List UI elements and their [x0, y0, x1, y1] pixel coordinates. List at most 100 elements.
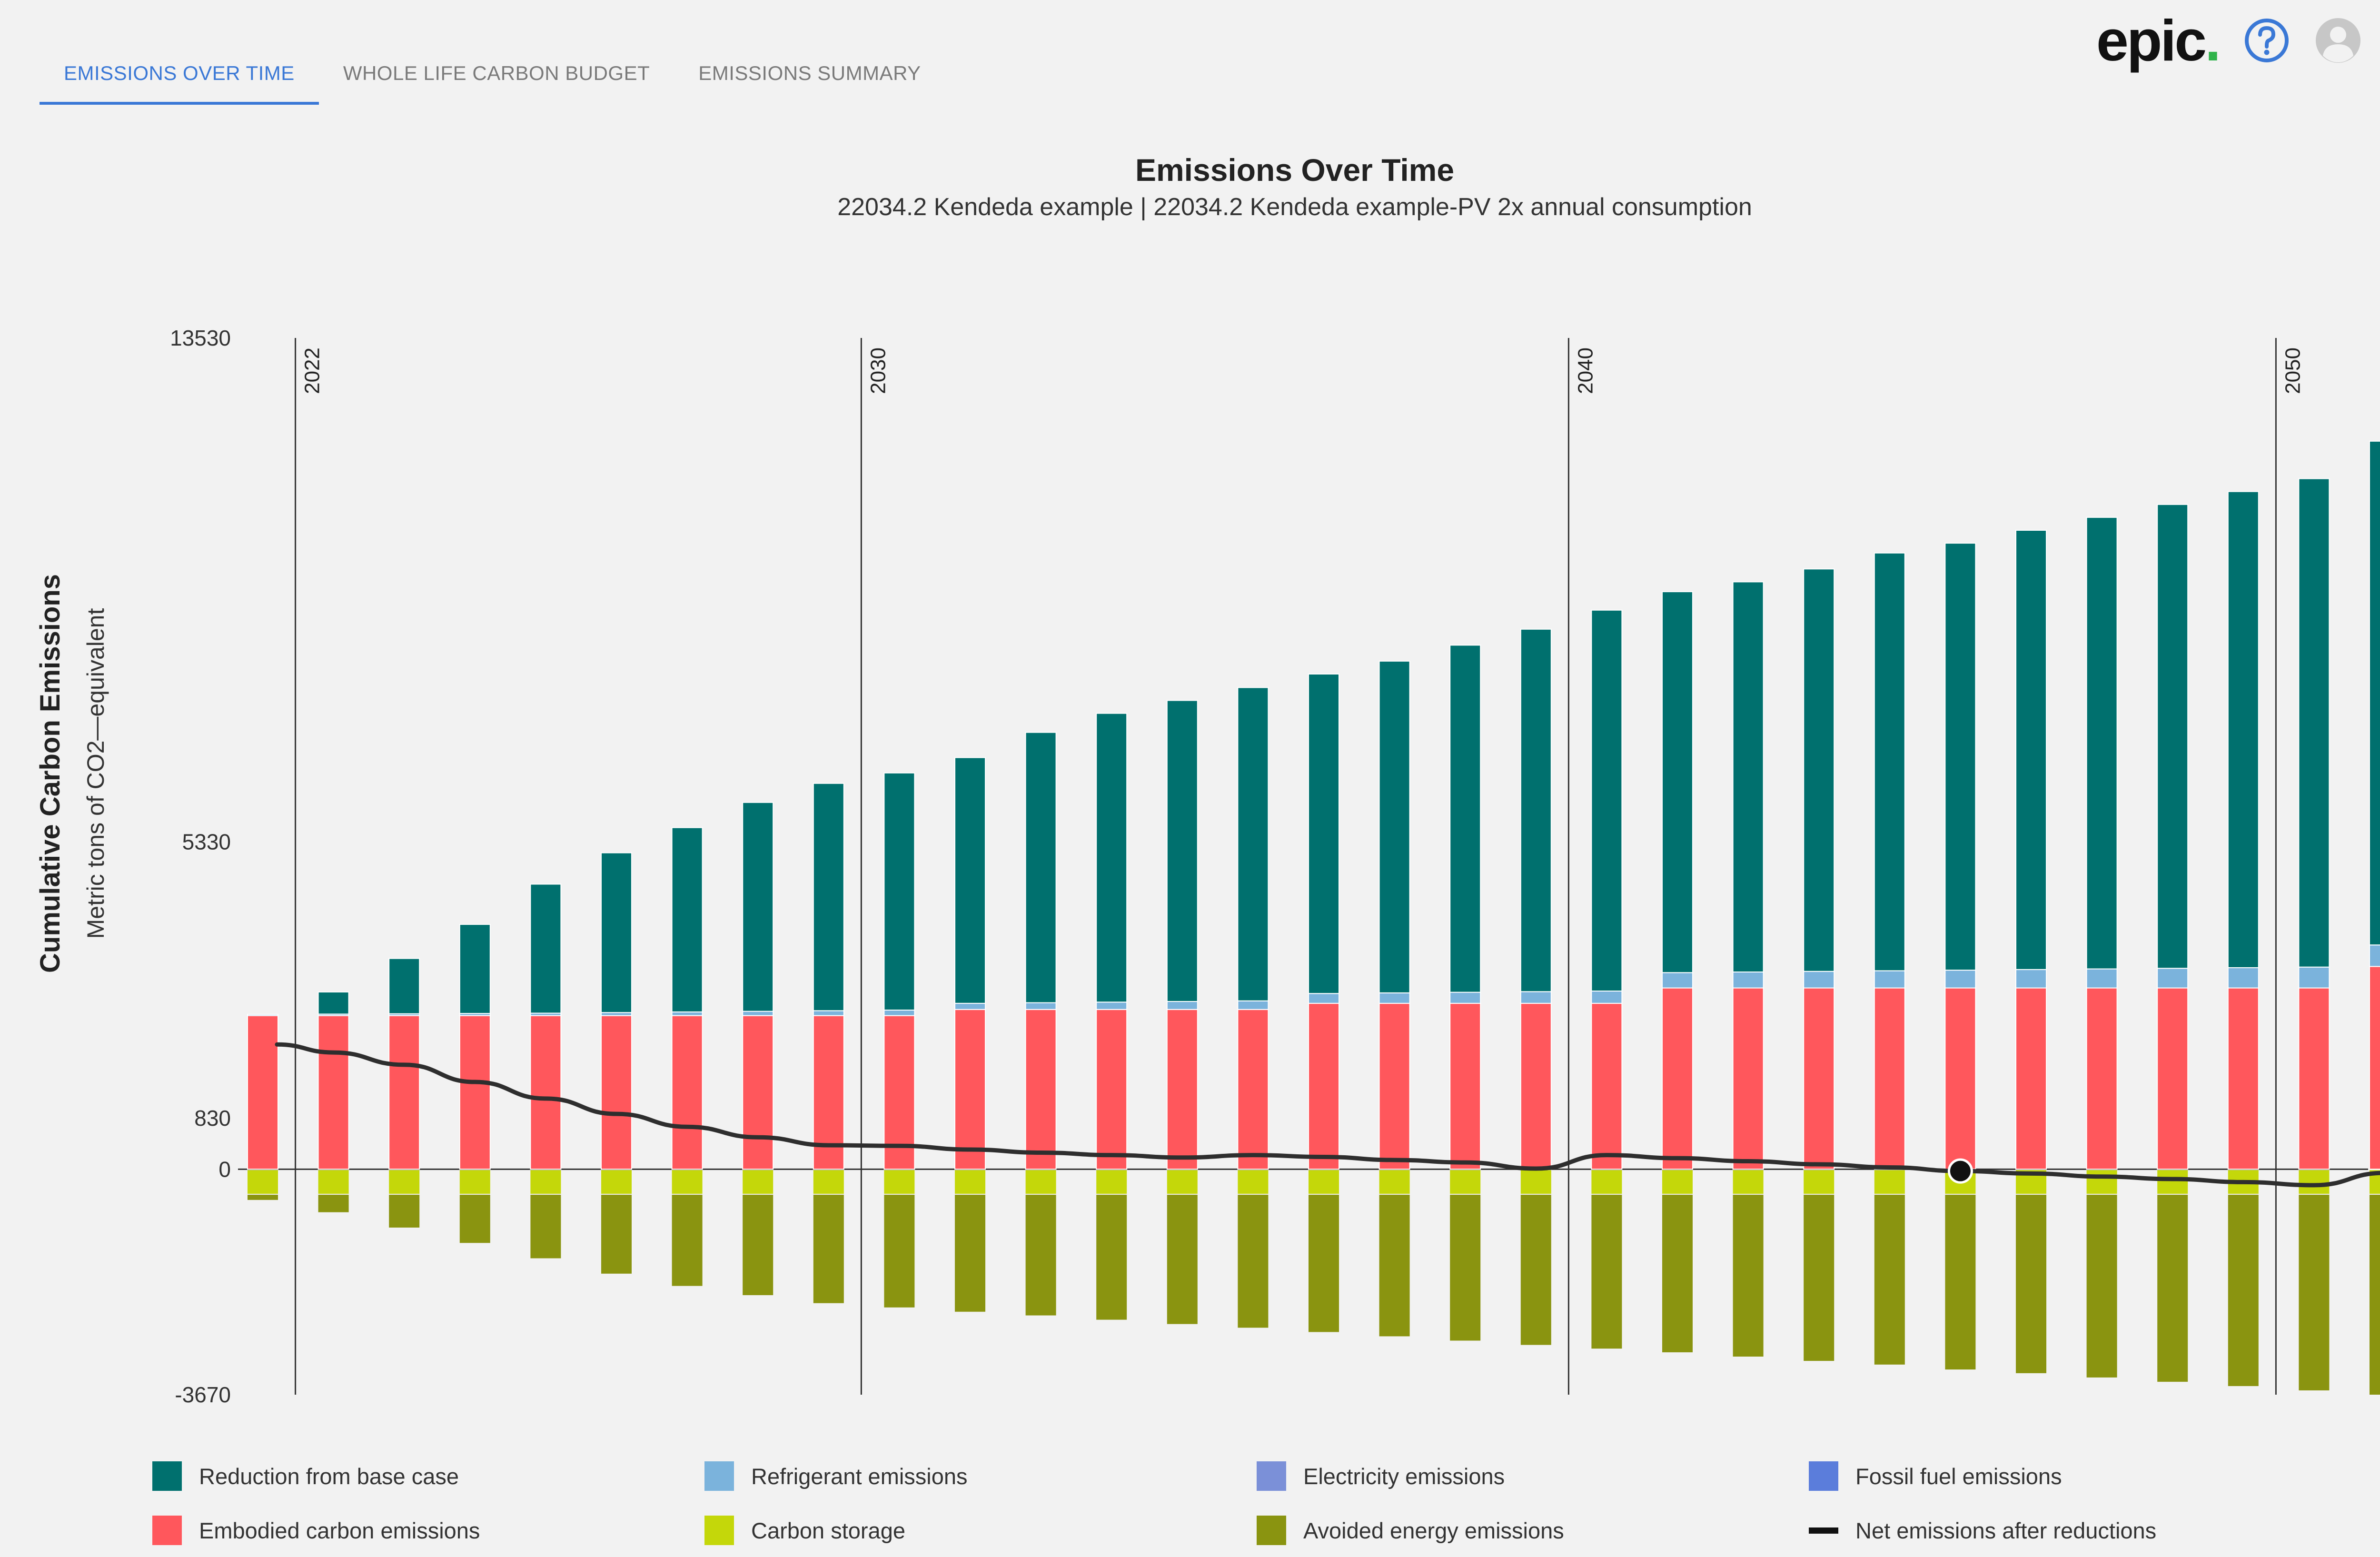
bar-avoided — [1591, 1194, 1622, 1349]
y-tick-label: 830 — [194, 1106, 231, 1131]
bar-embodied — [530, 1015, 562, 1170]
bar-avoided — [955, 1194, 985, 1312]
bar-avoided — [743, 1194, 774, 1295]
bar-storage — [1309, 1170, 1339, 1194]
bar-refrigerant — [883, 1010, 915, 1016]
bar-storage — [1520, 1170, 1551, 1194]
bar-reduction — [1662, 591, 1693, 973]
y-axis-label: Cumulative Carbon Emissions — [35, 574, 66, 973]
legend-label: Net emissions after reductions — [1855, 1517, 2157, 1543]
bar-storage — [1167, 1170, 1198, 1194]
bar-embodied — [2227, 987, 2259, 1170]
bar-storage — [1591, 1170, 1622, 1194]
bar-reduction — [530, 883, 562, 1014]
bar-reduction — [1520, 628, 1552, 992]
bar-embodied — [2157, 987, 2189, 1170]
bar-storage — [672, 1170, 703, 1194]
bar-refrigerant — [247, 1014, 278, 1016]
bar-reduction — [2157, 504, 2189, 969]
bar-storage — [2086, 1170, 2117, 1194]
legend-item-embodied[interactable]: Embodied carbon emissions — [152, 1516, 704, 1545]
legend-item-fossil[interactable]: Fossil fuel emissions — [1809, 1461, 2361, 1491]
tab-emissions-over-time[interactable]: EMISSIONS OVER TIME — [40, 55, 319, 105]
y-tick-label: -3670 — [175, 1382, 231, 1407]
bar-embodied — [1591, 1002, 1623, 1170]
year-marker-label: 2030 — [866, 347, 890, 394]
legend-label: Refrigerant emissions — [751, 1463, 968, 1489]
bar-reduction — [1237, 687, 1269, 1002]
bar-storage — [743, 1170, 774, 1194]
net-emissions-line-group — [275, 1042, 2380, 1188]
bar-storage — [2370, 1170, 2380, 1194]
bar-storage — [389, 1170, 420, 1194]
legend-label: Embodied carbon emissions — [199, 1517, 480, 1543]
bar-reduction — [2227, 491, 2259, 968]
chart-title: Emissions Over Time — [1135, 152, 1454, 188]
bar-avoided — [1238, 1194, 1269, 1328]
user-avatar-icon[interactable] — [2314, 17, 2362, 64]
bar-embodied — [2298, 987, 2330, 1170]
bar-avoided — [813, 1194, 844, 1303]
bar-avoided — [1945, 1194, 1976, 1370]
bar-reduction — [813, 783, 844, 1012]
bar-refrigerant — [2369, 944, 2380, 967]
bar-embodied — [601, 1015, 632, 1170]
legend-swatch — [1257, 1516, 1286, 1545]
bar-avoided — [1520, 1194, 1551, 1345]
bar-refrigerant — [1944, 970, 1976, 989]
bar-refrigerant — [1732, 972, 1764, 989]
bar-reduction — [954, 757, 986, 1004]
bar-avoided — [2299, 1194, 2330, 1390]
legend-label: Carbon storage — [751, 1517, 905, 1543]
bar-refrigerant — [1025, 1002, 1057, 1010]
bar-embodied — [1662, 987, 1693, 1170]
bar-embodied — [2086, 987, 2118, 1170]
bar-avoided — [2016, 1194, 2046, 1373]
legend-item-net_line[interactable]: Net emissions after reductions — [1809, 1516, 2361, 1545]
bar-refrigerant — [1803, 971, 1835, 989]
y-tick-label: 0 — [218, 1157, 231, 1181]
tab-emissions-summary[interactable]: EMISSIONS SUMMARY — [698, 62, 921, 84]
bar-reduction — [2015, 529, 2047, 970]
bar-embodied — [1874, 987, 1905, 1170]
bar-embodied — [1449, 1002, 1481, 1170]
legend-item-avoided[interactable]: Avoided energy emissions — [1257, 1516, 1809, 1545]
bar-refrigerant — [671, 1011, 703, 1016]
bar-avoided — [1662, 1194, 1693, 1352]
bar-embodied — [671, 1015, 703, 1170]
bar-reduction — [1025, 732, 1057, 1003]
bar-reduction — [1308, 674, 1339, 994]
bar-avoided — [318, 1194, 349, 1212]
bar-refrigerant — [1378, 992, 1410, 1004]
year-marker-label: 2022 — [301, 347, 324, 394]
bar-embodied — [1166, 1009, 1198, 1170]
epic-logo[interactable]: epic. — [2096, 11, 2221, 69]
bar-avoided — [1096, 1194, 1127, 1320]
bar-reduction — [671, 827, 703, 1012]
legend-swatch — [1809, 1461, 1838, 1491]
legend-swatch — [152, 1461, 182, 1491]
bar-storage — [1379, 1170, 1410, 1194]
chart-legend: Reduction from base case Refrigerant emis… — [152, 1461, 2342, 1545]
legend-swatch — [1257, 1461, 1286, 1491]
bar-avoided — [1874, 1194, 1905, 1365]
bar-embodied — [1803, 987, 1835, 1170]
bar-reduction — [601, 852, 632, 1013]
bar-refrigerant — [742, 1011, 774, 1016]
tab-whole-life-carbon-budget[interactable]: WHOLE LIFE CARBON BUDGET — [343, 62, 650, 84]
net-emissions-point[interactable] — [1947, 1158, 1973, 1184]
help-icon[interactable] — [2243, 17, 2291, 64]
bar-refrigerant — [1662, 972, 1693, 989]
chart-subtitle: 22034.2 Kendeda example | 22034.2 Kended… — [837, 193, 1752, 221]
bar-embodied — [1025, 1009, 1057, 1170]
legend-item-electricity[interactable]: Electricity emissions — [1257, 1461, 1809, 1491]
bar-embodied — [1944, 987, 1976, 1170]
legend-item-reduction[interactable]: Reduction from base case — [152, 1461, 704, 1491]
legend-item-refrigerant[interactable]: Refrigerant emissions — [704, 1461, 1257, 1491]
bar-avoided — [2157, 1194, 2188, 1382]
bar-reduction — [1378, 660, 1410, 993]
legend-item-storage[interactable]: Carbon storage — [704, 1516, 1257, 1545]
bar-reduction — [1803, 568, 1835, 972]
bar-embodied — [2369, 966, 2380, 1170]
bar-refrigerant — [2298, 966, 2330, 989]
